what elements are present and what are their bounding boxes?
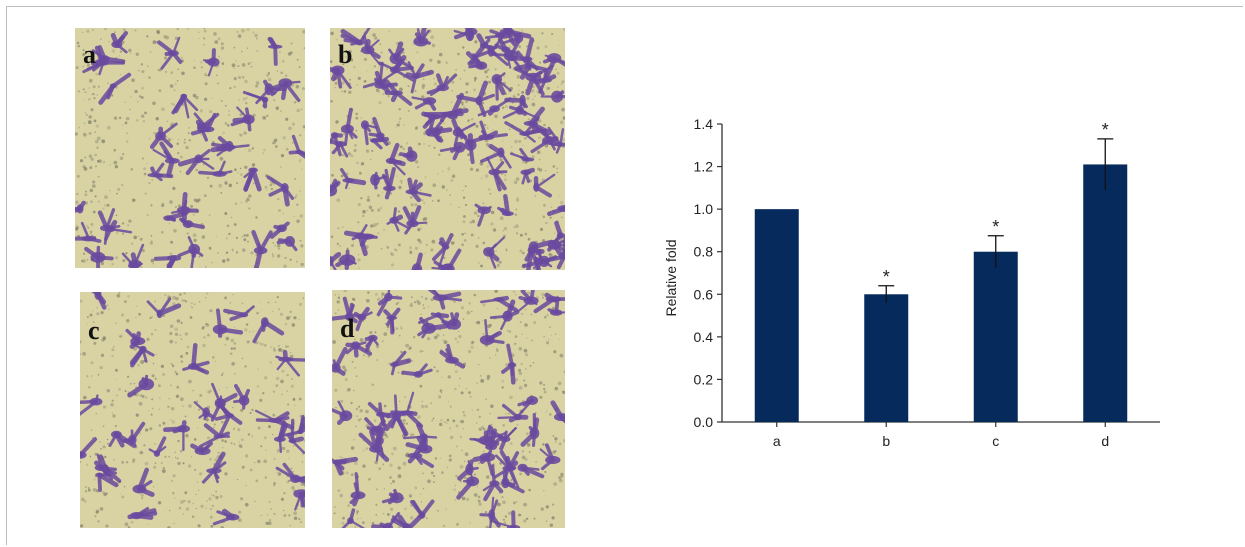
micrograph-image-a	[75, 28, 305, 268]
bar-b	[864, 294, 909, 422]
micrograph-cells-a	[75, 30, 305, 268]
micrograph-image-d	[332, 290, 565, 528]
bar-a	[754, 209, 799, 422]
y-tick-label: 1.4	[694, 116, 714, 132]
chart-bars: * * *	[754, 120, 1128, 422]
significance-marker-c: *	[992, 217, 999, 237]
chart-axes: 0.0 0.2 0.4 0.6 0.8 1.0 1.2 1.4 a b c d	[694, 116, 1160, 449]
significance-marker-b: *	[883, 267, 890, 287]
y-tick-label: 0.8	[694, 244, 714, 260]
panel-label-c: c	[88, 316, 100, 345]
micrograph-cells-c	[80, 292, 305, 526]
micrograph-cells-b	[330, 28, 565, 270]
x-tick-label: b	[882, 433, 890, 449]
micrograph-cells-d	[332, 290, 565, 528]
y-tick-label: 1.2	[694, 159, 714, 175]
micrograph-image-b	[330, 28, 565, 270]
error-bar-b	[878, 285, 895, 303]
y-tick-label: 0.0	[694, 414, 714, 430]
significance-marker-d: *	[1102, 120, 1109, 140]
y-tick-label: 0.4	[694, 329, 714, 345]
micrograph-panel-b: b	[330, 28, 565, 270]
bar-c	[973, 251, 1018, 422]
x-tick-label: a	[773, 433, 781, 449]
panel-label-b: b	[338, 40, 353, 69]
micrograph-image-c	[80, 292, 305, 528]
error-bar-d	[1097, 138, 1114, 190]
y-tick-label: 0.6	[694, 286, 714, 302]
y-axis-label: Relative fold	[663, 239, 679, 316]
panel-label-a: a	[83, 40, 96, 69]
panel-label-d: d	[340, 314, 355, 343]
figure-frame	[6, 6, 1243, 545]
x-tick-label: c	[992, 433, 999, 449]
y-tick-label: 0.2	[694, 371, 714, 387]
y-tick-label: 1.0	[694, 201, 714, 217]
micrograph-panel-d: d	[332, 290, 565, 528]
micrograph-panel-c: c	[80, 292, 305, 528]
error-bar-c	[987, 235, 1004, 268]
micrograph-panel-a: a	[75, 28, 305, 268]
bar-d	[1083, 164, 1128, 422]
bar-chart: 0.0 0.2 0.4 0.6 0.8 1.0 1.2 1.4 a b c d * * * Relativ…	[663, 116, 1160, 449]
x-tick-label: d	[1101, 433, 1109, 449]
